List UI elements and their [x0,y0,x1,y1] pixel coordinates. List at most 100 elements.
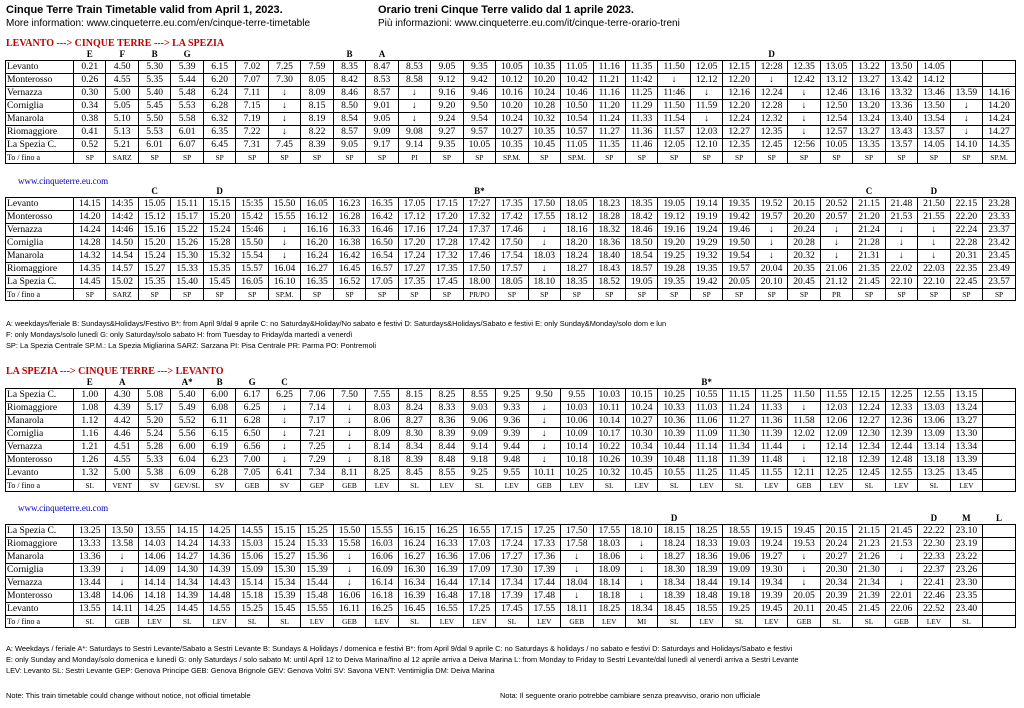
time-cell: 16.28 [332,210,367,224]
time-cell: ↓ [397,99,432,113]
time-cell: 6.25 [235,401,269,415]
table-row: Corniglia 13.39 ↓ 14.09 14.30 14.39 15.09 15.30… [5,563,1016,577]
time-cell: ↓ [949,99,984,113]
destination-cell: SP [949,288,984,301]
time-cell: 22.22 [917,524,951,538]
destination-cell: SL [852,479,886,492]
note-cell [301,49,333,61]
time-cell: 14.25 [202,524,237,538]
note-cell [74,513,106,525]
station-name: Levanto [5,197,74,211]
time-cell: 4.55 [105,453,139,467]
table-row: Manarola 0.38 5.10 5.50 5.58 6.32 7.19 ↓ 8.19 8.5… [5,112,1016,126]
time-cell: 15.25 [235,602,269,616]
note-cell [301,186,333,198]
note-cell [723,377,755,389]
time-cell: 5.24 [137,427,172,441]
time-cell: 12.57 [819,125,854,139]
table-row: Levanto 14.15 14:35 15.05 15.11 15.15 15:35 15.… [5,197,1016,211]
time-cell: 18.57 [624,262,659,276]
time-cell: 7.30 [267,73,302,87]
time-cell: 8.11 [332,466,367,480]
time-cell: 11.27 [592,125,626,139]
time-cell: 12.15 [852,388,886,402]
time-cell: 17.27 [397,262,432,276]
time-cell: 13.09 [917,427,951,441]
time-cell: 14.24 [982,112,1016,126]
time-cell: 18.54 [624,249,659,263]
time-cell: 18.39 [657,589,691,603]
time-cell: 11.24 [592,112,626,126]
time-cell: 8.42 [332,73,367,87]
time-cell: 18.20 [560,236,594,250]
time-cell: 8.45 [397,466,432,480]
destination-cell: PI [397,151,432,164]
destination-cell: SP [137,288,172,301]
time-cell: 20.52 [819,197,854,211]
destination-cell: GEB [527,479,562,492]
destination-cell: MI [624,615,659,628]
time-cell: 8.18 [365,453,399,467]
time-cell: 13.39 [949,453,984,467]
note-cell [398,186,430,198]
destination-cell: SL [235,615,269,628]
destination-cell: SP [495,288,529,301]
time-cell: 18.27 [657,550,691,564]
time-cell: 20.57 [819,210,854,224]
time-cell: 13.25 [72,524,107,538]
time-cell: 19.34 [754,576,789,590]
note-cell: A* [181,377,193,387]
time-cell: 17.48 [527,589,562,603]
destination-label: To / fino a [5,479,74,492]
time-cell: 13.24 [949,401,984,415]
timetable-northbound-afternoon: D D M L La Spezia C. 13.25 13.50 13.55 14.15 14.2… [5,513,1016,628]
time-cell: 15:35 [235,197,269,211]
time-cell: 21.45 [884,524,919,538]
time-cell: 11.25 [689,466,724,480]
time-cell [982,466,1016,480]
time-cell: 13.20 [852,99,886,113]
time-cell: 20.32 [787,249,821,263]
time-cell: 10.45 [527,138,562,152]
note-cell [625,513,657,525]
time-cell: 14.28 [72,236,107,250]
time-cell: ↓ [787,86,821,100]
note-cell: B* [701,377,712,387]
time-cell: 6.35 [202,125,237,139]
time-cell: 22.10 [884,275,919,289]
time-cell: 11.50 [657,99,691,113]
time-cell: 16.05 [300,197,334,211]
time-cell: 15.42 [235,210,269,224]
time-cell: 18.55 [722,524,756,538]
note-cell [333,377,365,389]
time-cell: 20.04 [754,262,789,276]
legend-line: LEV: Levanto SL: Sestri Levante GEP: Gen… [6,666,495,675]
time-cell: 9.36 [495,414,529,428]
time-cell: 6.56 [235,440,269,454]
time-cell: 7.15 [235,99,269,113]
time-cell: 9.24 [430,112,464,126]
time-cell: ↓ [624,550,659,564]
time-cell [982,563,1016,577]
time-cell: 11.24 [722,401,756,415]
time-cell: 18.03 [527,249,562,263]
time-cell: 10.24 [527,86,562,100]
time-cell: 19.12 [657,210,691,224]
time-cell: 9.16 [430,86,464,100]
time-cell: 19.18 [722,589,756,603]
time-cell: 14.06 [105,589,139,603]
time-cell: ↓ [787,125,821,139]
time-cell: 14.09 [137,563,172,577]
time-cell: 11.14 [689,440,724,454]
time-cell: 11.34 [722,440,756,454]
note-cell [593,186,625,198]
time-cell: 10.30 [624,427,659,441]
time-cell: 16.42 [365,210,399,224]
section-title-southbound: LEVANTO ---> CINQUE TERRE ---> LA SPEZIA [6,38,225,49]
time-cell: 9.05 [332,138,367,152]
time-cell: 6.01 [170,125,204,139]
time-cell: 17.36 [527,550,562,564]
destination-cell: LEV [527,615,562,628]
time-cell: 8.25 [365,466,399,480]
destination-cell: SL [397,615,432,628]
